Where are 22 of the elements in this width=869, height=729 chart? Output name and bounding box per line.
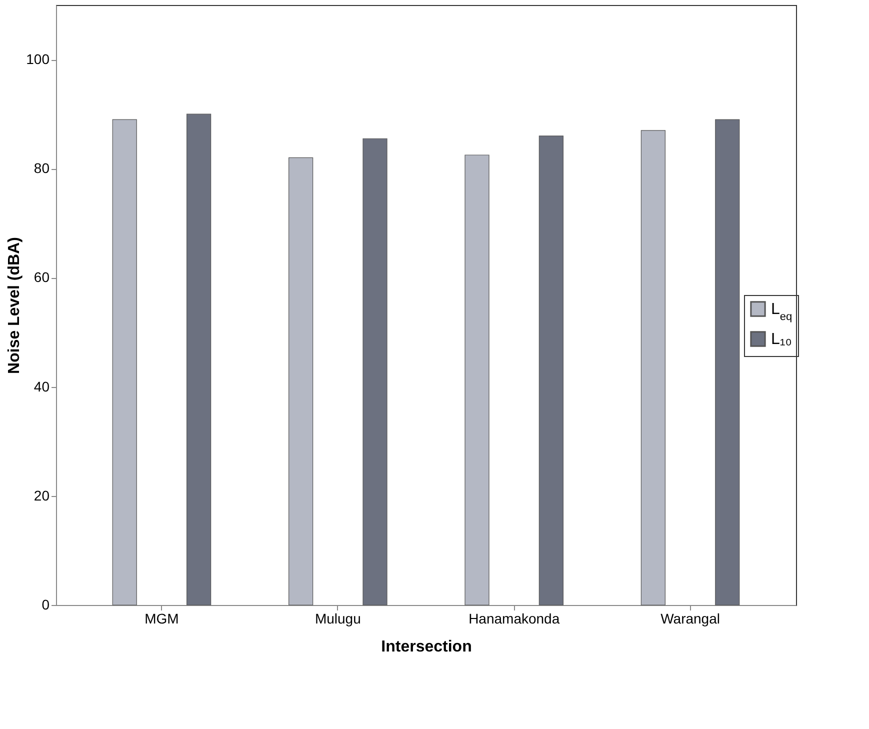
x-tick-label: MGM <box>144 610 179 626</box>
bar <box>112 119 137 606</box>
y-tick-label: 0 <box>42 596 50 612</box>
y-tick-label: 40 <box>34 378 50 394</box>
bar <box>288 157 314 606</box>
x-tick-label: Hanamakonda <box>468 610 560 626</box>
x-tick-label: Mulugu <box>314 610 361 626</box>
y-tick-label: 20 <box>34 487 50 504</box>
bar <box>186 114 212 606</box>
legend-label: L₁₀ <box>771 331 792 348</box>
x-tick-label: Warangal <box>660 610 720 626</box>
legend-label: L$_{eq}$ <box>771 301 792 323</box>
bar <box>640 130 666 606</box>
y-tick-label: 100 <box>26 51 50 68</box>
bar <box>362 138 388 606</box>
bar <box>538 136 564 606</box>
y-tick-label: 60 <box>34 269 50 286</box>
y-tick-label: 80 <box>34 160 50 176</box>
bar <box>464 154 490 606</box>
bar <box>715 119 740 606</box>
x-axis-title: Intersection <box>381 638 472 656</box>
y-axis-title: Noise Level (dBA) <box>6 237 24 374</box>
